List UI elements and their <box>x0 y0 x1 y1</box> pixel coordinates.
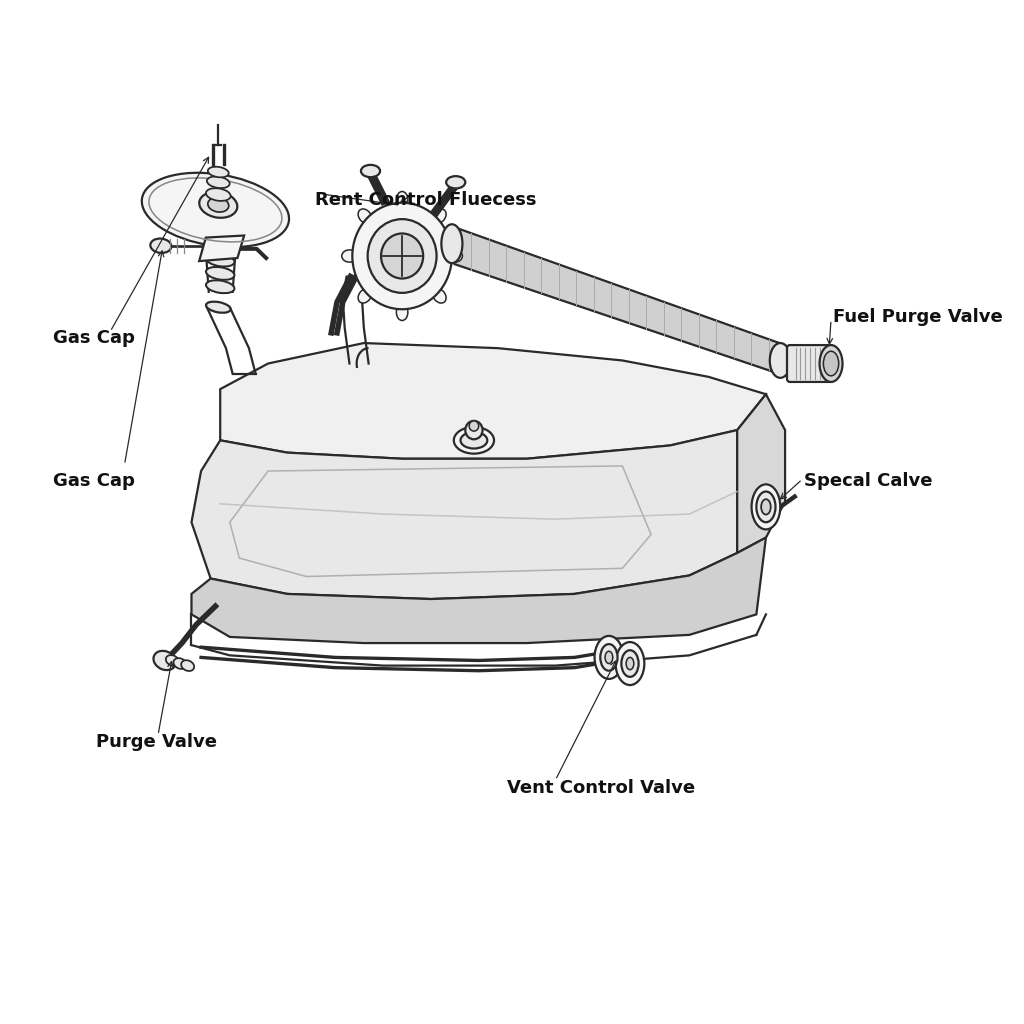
Ellipse shape <box>622 650 639 677</box>
Ellipse shape <box>141 173 289 247</box>
Circle shape <box>352 203 452 309</box>
Ellipse shape <box>396 304 408 321</box>
Ellipse shape <box>446 176 465 188</box>
Text: Rent Control Fluecess: Rent Control Fluecess <box>315 190 537 209</box>
Ellipse shape <box>358 209 372 223</box>
Ellipse shape <box>206 188 230 201</box>
Ellipse shape <box>358 289 372 303</box>
Ellipse shape <box>151 239 171 253</box>
FancyBboxPatch shape <box>787 345 833 382</box>
Text: Vent Control Valve: Vent Control Valve <box>508 779 695 798</box>
Ellipse shape <box>819 345 843 382</box>
Ellipse shape <box>454 427 494 454</box>
Polygon shape <box>199 236 244 261</box>
Ellipse shape <box>465 421 482 439</box>
Ellipse shape <box>626 657 634 670</box>
Ellipse shape <box>206 254 234 266</box>
Ellipse shape <box>166 655 179 666</box>
Ellipse shape <box>200 191 238 218</box>
Ellipse shape <box>206 281 234 293</box>
Ellipse shape <box>154 651 176 670</box>
Ellipse shape <box>208 198 228 212</box>
Ellipse shape <box>206 267 234 280</box>
Ellipse shape <box>823 351 839 376</box>
Ellipse shape <box>173 658 186 669</box>
Polygon shape <box>191 430 737 599</box>
Ellipse shape <box>207 176 229 188</box>
Polygon shape <box>191 538 766 643</box>
Ellipse shape <box>396 191 408 208</box>
Ellipse shape <box>447 250 463 262</box>
Ellipse shape <box>600 644 617 671</box>
Ellipse shape <box>360 165 380 177</box>
Ellipse shape <box>432 289 446 303</box>
Ellipse shape <box>461 432 487 449</box>
Circle shape <box>368 219 436 293</box>
Circle shape <box>381 233 423 279</box>
Ellipse shape <box>469 421 478 431</box>
Ellipse shape <box>441 224 463 263</box>
Polygon shape <box>737 394 785 553</box>
Text: Specal Calve: Specal Calve <box>804 472 933 490</box>
Ellipse shape <box>432 209 446 223</box>
Ellipse shape <box>206 302 230 312</box>
Ellipse shape <box>595 636 624 679</box>
Ellipse shape <box>181 660 195 671</box>
Ellipse shape <box>208 167 228 177</box>
Text: Gas Cap: Gas Cap <box>52 472 134 490</box>
Text: Fuel Purge Valve: Fuel Purge Valve <box>833 308 1002 327</box>
Polygon shape <box>220 343 766 459</box>
Ellipse shape <box>615 642 644 685</box>
Ellipse shape <box>342 250 357 262</box>
Ellipse shape <box>752 484 780 529</box>
Ellipse shape <box>761 500 771 514</box>
Ellipse shape <box>605 651 612 664</box>
Ellipse shape <box>757 492 775 522</box>
Text: Purge Valve: Purge Valve <box>95 733 217 752</box>
Text: Gas Cap: Gas Cap <box>52 329 134 347</box>
Ellipse shape <box>770 343 791 378</box>
